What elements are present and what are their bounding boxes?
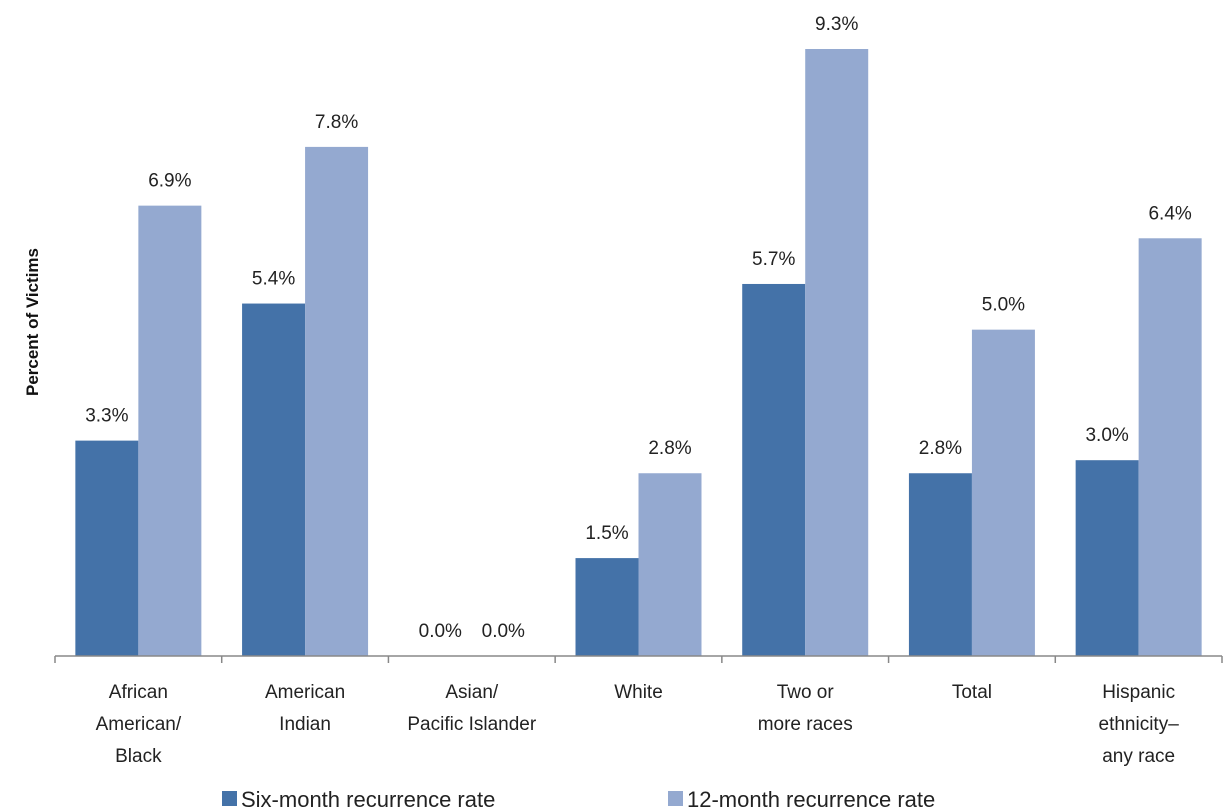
category-label: African American/Black bbox=[96, 682, 182, 767]
bar-six-month bbox=[908, 473, 972, 656]
legend: Six-month recurrence rate 12-month recurr… bbox=[222, 787, 935, 811]
bar-six-month bbox=[742, 283, 806, 656]
category-label-line: White bbox=[614, 682, 663, 703]
bar-six-month bbox=[242, 303, 306, 656]
bar-six-month bbox=[575, 558, 639, 656]
data-label: 3.0% bbox=[1085, 425, 1128, 446]
category-label-line: more races bbox=[758, 714, 853, 735]
bar-six-month bbox=[1075, 460, 1139, 656]
value-labels-group: 3.3% 6.9% 5.4% 7.8% 0.0% 0.0% 1.5% 2.8% 5.7% 9.3%… bbox=[85, 14, 1192, 642]
category-label-line: African bbox=[109, 682, 168, 703]
bar-twelve-month bbox=[971, 329, 1035, 656]
data-label: 3.3% bbox=[85, 406, 128, 427]
category-label: Asian/Pacific Islander bbox=[407, 682, 537, 735]
category-label: Total bbox=[952, 682, 992, 703]
data-label: 7.8% bbox=[315, 112, 358, 133]
category-label-line: Two or bbox=[777, 682, 835, 703]
category-label-line: American/ bbox=[96, 714, 182, 735]
category-label-line: Hispanic bbox=[1102, 682, 1175, 703]
category-label-line: Indian bbox=[279, 714, 331, 735]
legend-label: Six-month recurrence rate bbox=[241, 787, 495, 811]
category-label: White bbox=[614, 682, 663, 703]
data-label: 0.0% bbox=[482, 621, 525, 642]
data-label: 6.9% bbox=[148, 171, 191, 192]
x-axis bbox=[54, 655, 1223, 663]
data-label: 2.8% bbox=[648, 438, 691, 459]
category-labels-group: African American/Black American Indian Asian… bbox=[96, 682, 1180, 767]
bar-twelve-month bbox=[1138, 238, 1202, 656]
category-label-line: any race bbox=[1102, 746, 1175, 767]
legend-swatch bbox=[222, 791, 237, 806]
bar-twelve-month bbox=[805, 49, 869, 656]
category-label-line: American bbox=[265, 682, 345, 703]
bar-twelve-month bbox=[305, 146, 369, 656]
category-label: American Indian bbox=[265, 682, 345, 735]
legend-swatch bbox=[668, 791, 683, 806]
data-label: 5.4% bbox=[252, 269, 295, 290]
legend-label: 12-month recurrence rate bbox=[687, 787, 935, 811]
category-label-line: Asian/ bbox=[445, 682, 499, 703]
category-label: Hispanic ethnicity– any race bbox=[1099, 682, 1180, 767]
category-label-line: Total bbox=[952, 682, 992, 703]
data-label: 0.0% bbox=[419, 621, 462, 642]
bar-twelve-month bbox=[138, 205, 202, 657]
data-label: 9.3% bbox=[815, 14, 858, 35]
data-label: 1.5% bbox=[585, 523, 628, 544]
category-label: Two or more races bbox=[758, 682, 853, 735]
data-label: 2.8% bbox=[919, 438, 962, 459]
category-label-line: Pacific Islander bbox=[407, 714, 537, 735]
category-label-line: Black bbox=[115, 746, 162, 767]
category-label-line: ethnicity– bbox=[1099, 714, 1180, 735]
bars-group bbox=[75, 49, 1202, 657]
bar-twelve-month bbox=[638, 473, 702, 656]
y-axis-label: Percent of Victims bbox=[23, 248, 42, 396]
data-label: 5.0% bbox=[982, 295, 1025, 316]
bar-six-month bbox=[75, 440, 139, 656]
data-label: 5.7% bbox=[752, 249, 795, 270]
data-label: 6.4% bbox=[1148, 203, 1191, 224]
